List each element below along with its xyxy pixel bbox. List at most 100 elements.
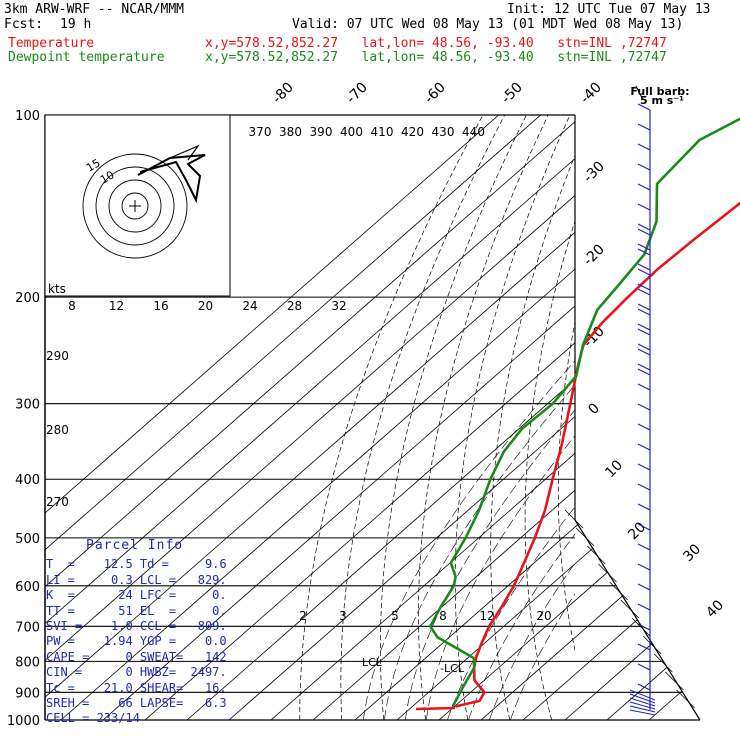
parcel-info-row: SVI = 1.0 CCL = 809. — [46, 619, 227, 634]
dry-adiabat — [682, 115, 740, 720]
wind-barb-flag — [637, 243, 651, 251]
wind-barb-flag — [637, 123, 651, 131]
slant-barb-tick — [598, 563, 617, 583]
mixing-ratio-label: 20 — [536, 609, 551, 623]
isotherm — [45, 115, 499, 720]
hodograph-ring-label: 15 — [84, 156, 103, 174]
wind-barb-flag — [637, 623, 651, 631]
pressure-tick-label: 600 — [15, 580, 40, 595]
isotherm — [45, 115, 541, 720]
hodograph-ring — [108, 179, 162, 233]
wind-barb-flag — [637, 363, 651, 371]
isotherm-label: 0 — [585, 400, 603, 418]
isotherm-label: 10 — [602, 457, 626, 481]
full-barb-legend-label: Full barb: — [630, 85, 689, 98]
parcel-info-row: CAPE = 0 SWEAT= 142 — [46, 649, 227, 664]
parcel-info-panel: Parcel Info T = 12.5 Td = 9.6 LI = 0.3 LC… — [46, 538, 231, 728]
wind-barb-flag — [637, 103, 651, 111]
potential-temperature-label: 420 — [401, 125, 424, 139]
slant-barb-tick — [609, 581, 628, 601]
pressure-tick-label: 1000 — [7, 714, 40, 729]
potential-temperature-label: 380 — [279, 125, 302, 139]
dry-adiabat — [454, 115, 571, 720]
wind-barb-flag — [637, 268, 651, 276]
parcel-info-row: K = 24 LFC = 0. — [46, 588, 227, 603]
slant-barb-tick — [631, 617, 651, 637]
wind-speed-tick-label: 28 — [287, 299, 302, 313]
isotherm-label: -20 — [580, 241, 607, 268]
isotherm — [270, 115, 700, 720]
isotherm-label: -80 — [269, 79, 296, 106]
moist-adiabat — [489, 562, 575, 720]
pressure-tick-label: 100 — [15, 109, 40, 124]
data-layer — [415, 117, 740, 711]
mixing-ratio-label: 12 — [479, 609, 494, 623]
barb-units-label: 5 m s⁻¹ — [640, 94, 684, 107]
mixing-ratio-label: 2 — [299, 609, 307, 623]
hodograph-unit-label: kts — [48, 282, 66, 296]
equivalent-potential-temperature-label: 270 — [46, 495, 69, 509]
lcl-marker: LCL — [362, 656, 383, 669]
potential-temperature-label: 400 — [340, 125, 363, 139]
wind-barb-flag — [637, 143, 651, 151]
wind-barb-flag — [637, 228, 651, 236]
isotherm-label: -70 — [343, 79, 370, 106]
potential-temperature-label: 430 — [432, 125, 455, 139]
isotherm — [228, 115, 700, 720]
slant-barb-tick — [642, 635, 662, 655]
dry-adiabat — [340, 115, 506, 720]
potential-temperature-label: 370 — [249, 125, 272, 139]
isotherm — [354, 115, 700, 720]
parcel-info-row: T = 12.5 Td = 9.6 — [46, 557, 227, 572]
slant-barb-tick — [653, 653, 673, 673]
init-time: Init: 12 UTC Tue 07 May 13 — [507, 2, 711, 17]
wind-barb-flag — [637, 603, 651, 611]
wind-barb-flag — [637, 323, 651, 331]
dry-adiabat — [299, 115, 484, 720]
pressure-tick-label: 200 — [15, 291, 40, 306]
wind-barb-flag — [637, 223, 651, 231]
isotherm-label: 40 — [703, 597, 727, 621]
slant-barb-tick — [676, 689, 695, 709]
isotherm — [648, 115, 700, 720]
parcel-info-row: CIN = 0 HWBZ= 2497. — [46, 665, 227, 680]
model-title: 3km ARW-WRF -- NCAR/MMM — [4, 2, 185, 17]
isotherm-label: 30 — [680, 541, 704, 565]
wind-barb-flag — [637, 283, 651, 291]
dry-adiabat — [557, 319, 575, 652]
temperature-location: x,y=578.52,852.27 lat,lon= 48.56, -93.40… — [205, 36, 667, 51]
dry-adiabat — [380, 115, 527, 720]
slant-barb-tick — [564, 509, 584, 529]
wind-speed-tick-label: 12 — [109, 299, 124, 313]
parcel-info-row: PW = 1.94 YGP = 0.0 — [46, 634, 227, 649]
lcl-marker: -LCL — [440, 662, 465, 675]
parcel-info-row: TT = 51 EL = 0. — [46, 603, 227, 618]
dry-adiabat — [418, 115, 549, 720]
dry-adiabat — [490, 154, 575, 720]
wind-barb-flag — [637, 443, 651, 451]
isotherm-label: 20 — [625, 519, 649, 543]
wind-barb-cluster — [629, 689, 656, 701]
temperature-legend-label: Temperature — [8, 36, 95, 51]
hodograph-trace — [137, 154, 206, 204]
slant-barb-tick — [620, 599, 640, 619]
isotherm-label: -40 — [577, 79, 604, 106]
moist-adiabat — [426, 435, 575, 720]
wind-barb-flag — [637, 523, 651, 531]
parcel-info-title: Parcel Info — [86, 538, 184, 553]
hodograph-ring-label: 10 — [98, 168, 117, 186]
parcel-info-rows: T = 12.5 Td = 9.6 LI = 0.3 LCL = 829. K = … — [46, 557, 231, 726]
hodograph-trace — [169, 144, 200, 161]
isotherm — [564, 115, 700, 720]
wind-barb-cluster — [629, 709, 656, 716]
moist-adiabat — [468, 533, 575, 720]
wind-speed-tick-label: 16 — [153, 299, 168, 313]
dewpoint-location: x,y=578.52,852.27 lat,lon= 48.56, -93.40… — [205, 50, 667, 65]
wind-barb-cluster — [629, 701, 656, 710]
pressure-tick-label: 300 — [15, 398, 40, 413]
wind-barb-flag — [637, 423, 651, 431]
right-diagonal-border — [574, 519, 701, 721]
wind-barb-flag — [637, 663, 651, 671]
potential-temperature-label: 390 — [310, 125, 333, 139]
wind-barb-flag — [637, 683, 651, 691]
